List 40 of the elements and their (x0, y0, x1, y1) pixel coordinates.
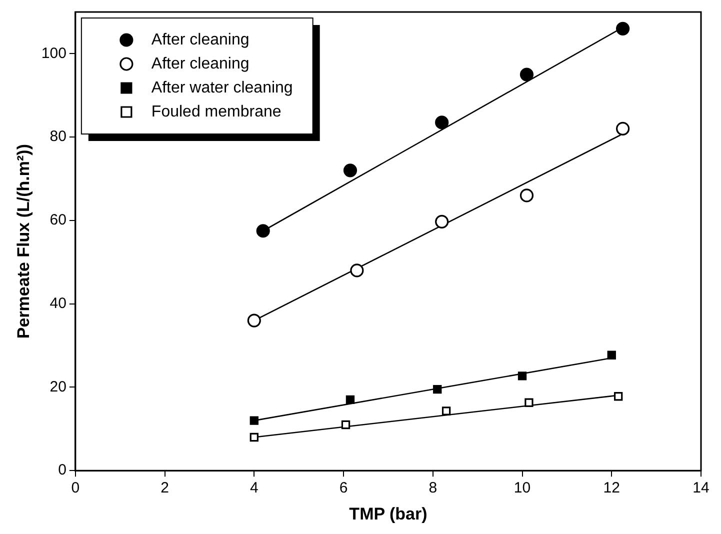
y-tick-label: 40 (50, 294, 66, 312)
point (616, 22, 630, 36)
point (341, 420, 350, 430)
x-tick-label: 12 (603, 480, 620, 497)
point (346, 395, 355, 404)
point (442, 406, 451, 416)
y-tick-label: 100 (41, 44, 66, 62)
x-tick-label: 10 (514, 480, 531, 497)
x-tick-label: 14 (692, 480, 710, 497)
x-tick-label: 6 (339, 480, 348, 497)
x-axis-title: TMP (bar) (349, 504, 428, 524)
y-tick-label: 80 (50, 128, 66, 146)
point (433, 384, 442, 394)
point (520, 188, 534, 202)
legend-label: After cleaning (151, 31, 250, 48)
x-tick-label: 8 (428, 480, 438, 497)
point (250, 416, 258, 425)
point (435, 214, 449, 229)
legend-label: After cleaning (151, 55, 250, 72)
legend-label: After water cleaning (151, 79, 293, 96)
y-tick-label: 20 (50, 378, 66, 396)
point (256, 224, 270, 238)
x-tick-label: 2 (160, 480, 169, 497)
point (343, 164, 358, 178)
x-tick-label: 0 (71, 480, 80, 497)
y-tick-label: 0 (58, 462, 66, 479)
point (350, 264, 364, 278)
point (524, 398, 534, 407)
point (250, 432, 258, 442)
x-tick-label: 4 (250, 480, 258, 497)
point (247, 314, 261, 328)
point (518, 372, 527, 380)
y-axis-title: Permeate Flux (L/(h.m²)) (14, 144, 33, 339)
point (520, 68, 534, 82)
legend-label: Fouled membrane (151, 103, 282, 120)
point (607, 350, 616, 360)
point (435, 116, 449, 130)
point (616, 122, 630, 136)
point (614, 392, 623, 401)
y-tick-label: 60 (50, 212, 66, 229)
